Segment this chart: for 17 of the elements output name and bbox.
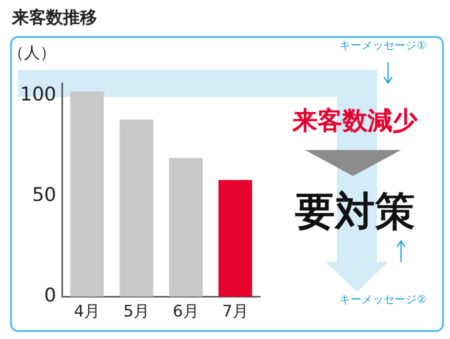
x-tick-label: 6月 [172,302,199,321]
text: キーメッセージ② [338,292,428,307]
text: 要対策 [294,188,416,237]
x-tick-label: 5月 [123,302,150,321]
chart-title: 来客数推移 [12,7,97,29]
x-tick-label: 7月 [222,302,248,321]
text: 来客数減少 [291,105,419,137]
bar [169,158,203,297]
bar [218,180,252,297]
x-tick-label: 4月 [74,302,100,321]
y-tick-label: 100 [20,83,56,106]
bar [70,91,104,297]
text: キーメッセージ① [338,38,428,53]
y-axis-title: （人） [8,43,56,64]
bar [120,120,154,297]
y-tick-label: 50 [32,184,56,206]
y-tick-label: 0 [44,284,56,307]
